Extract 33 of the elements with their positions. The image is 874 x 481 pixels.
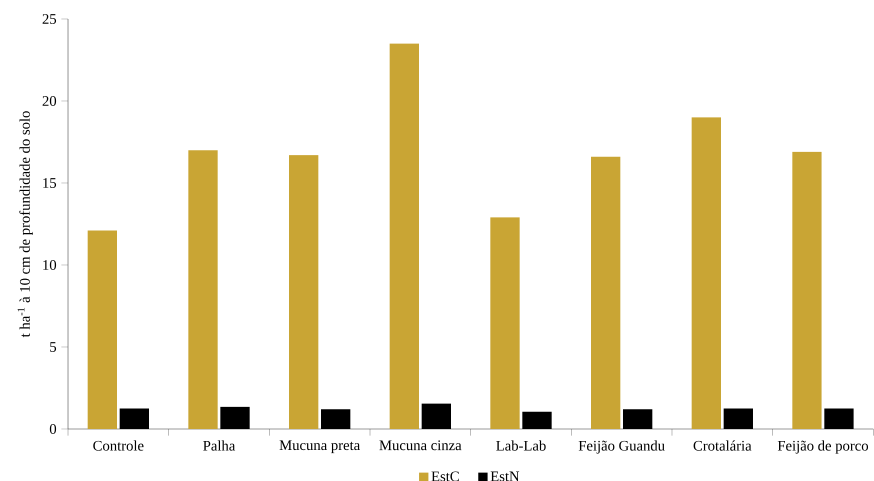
bar [120, 408, 150, 429]
y-axis-title: t ha$^{-1}$ à 10 cm de profundidade do solo [18, 111, 33, 338]
x-tick-label: Mucuna preta [280, 440, 360, 454]
bar [522, 412, 552, 429]
y-tick-label: 10 [43, 260, 56, 270]
bar [590, 156, 620, 429]
x-tick-label: Mucuna cinza [379, 440, 462, 450]
y-tick-label: 25 [42, 14, 56, 24]
legend-label: EstC [431, 471, 459, 481]
bar [188, 150, 218, 429]
y-tick-label: 0 [50, 424, 56, 434]
x-tick-label: Controle [93, 440, 144, 451]
x-tick-label: Lab-Lab [496, 440, 546, 451]
bar [390, 44, 420, 429]
x-tick-label: Crotalária [694, 440, 752, 451]
bar [792, 152, 822, 429]
y-tick-label: 20 [42, 96, 56, 106]
x-tick-label: Feijão de porco [778, 440, 868, 454]
y-tick-label: 15 [43, 178, 56, 188]
bar [824, 408, 854, 429]
x-tick-label: Feijão Guandu [578, 440, 665, 454]
x-tick-label: Palha [203, 440, 236, 451]
bar [321, 409, 350, 429]
bar [692, 117, 721, 429]
bar [724, 408, 753, 429]
legend-label: EstN [490, 472, 520, 481]
y-tick-label: 5 [50, 342, 56, 352]
bar [422, 404, 452, 429]
bar [88, 230, 118, 429]
bar [220, 406, 250, 429]
bar [490, 217, 520, 429]
bar [289, 155, 318, 429]
bar [622, 409, 652, 429]
